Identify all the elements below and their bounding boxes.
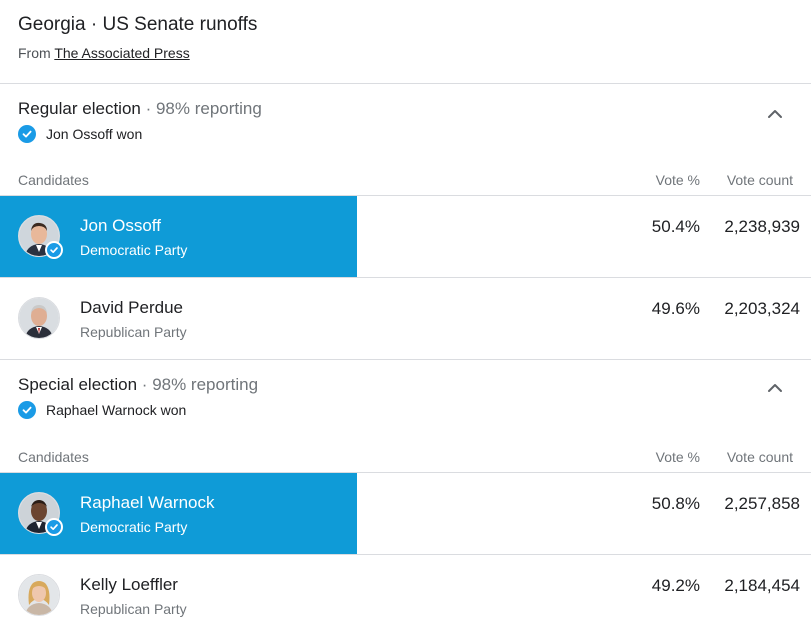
- avatar: [18, 574, 60, 616]
- candidate-name: David Perdue: [80, 298, 184, 317]
- check-circle-icon: [18, 401, 36, 419]
- source-line: From The Associated Press: [18, 44, 811, 62]
- winner-text: Raphael Warnock won: [46, 402, 187, 418]
- candidates-column-header: Candidates: [18, 449, 89, 465]
- column-headers: Candidates Vote % Vote count: [0, 156, 811, 196]
- election-title: Regular election · 98% reporting: [18, 98, 811, 120]
- candidates-column-header: Candidates: [18, 172, 89, 188]
- winner-check-icon: [45, 241, 63, 259]
- candidate-portrait-icon: [19, 216, 59, 256]
- vote-pct-column-header: Vote %: [655, 172, 700, 188]
- election-name: Special election: [18, 375, 138, 394]
- reporting-status: 98% reporting: [155, 99, 262, 118]
- title-separator: ·: [140, 99, 156, 118]
- candidate-party: Democratic Party: [80, 519, 188, 535]
- special-election-section: Special election · 98% reporting Raphael…: [0, 360, 811, 637]
- winner-line: Raphael Warnock won: [18, 401, 811, 419]
- regular-election-section: Regular election · 98% reporting Jon Oss…: [0, 84, 811, 360]
- election-title: Special election · 98% reporting: [18, 374, 811, 396]
- candidate-party: Democratic Party: [80, 242, 188, 258]
- avatar: [18, 297, 60, 339]
- candidate-portrait-icon: [19, 575, 59, 615]
- vote-percent: 50.8%: [651, 494, 700, 513]
- vote-percent: 49.2%: [651, 576, 700, 595]
- vote-count: 2,257,858: [724, 494, 800, 513]
- check-circle-icon: [18, 125, 36, 143]
- chevron-up-icon[interactable]: [765, 104, 785, 124]
- vote-count: 2,184,454: [724, 576, 800, 595]
- winner-line: Jon Ossoff won: [18, 125, 811, 143]
- candidate-row: Kelly Loeffler Republican Party 49.2% 2,…: [0, 555, 811, 637]
- election-header[interactable]: Regular election · 98% reporting Jon Oss…: [0, 84, 811, 156]
- candidate-portrait-icon: [19, 298, 59, 338]
- candidate-row: David Perdue Republican Party 49.6% 2,20…: [0, 278, 811, 360]
- avatar: [18, 492, 63, 536]
- results-header: Georgia · US Senate runoffs From The Ass…: [0, 0, 811, 84]
- title-separator: ·: [137, 375, 153, 394]
- vote-percent: 50.4%: [651, 217, 700, 236]
- winner-check-icon: [45, 518, 63, 536]
- vote-percent: 49.6%: [651, 299, 700, 318]
- candidate-row: Raphael Warnock Democratic Party 50.8% 2…: [0, 473, 811, 555]
- vote-count-column-header: Vote count: [726, 172, 793, 188]
- page-title: Georgia · US Senate runoffs: [18, 14, 258, 35]
- candidate-name: Kelly Loeffler: [80, 575, 178, 594]
- chevron-up-icon[interactable]: [765, 378, 785, 398]
- vote-pct-column-header: Vote %: [655, 449, 700, 465]
- candidate-row: Jon Ossoff Democratic Party 50.4% 2,238,…: [0, 196, 811, 278]
- winner-text: Jon Ossoff won: [46, 126, 143, 142]
- source-link[interactable]: The Associated Press: [54, 45, 190, 61]
- vote-count: 2,238,939: [724, 217, 800, 236]
- avatar: [18, 215, 63, 259]
- candidate-name: Raphael Warnock: [80, 493, 215, 512]
- vote-count: 2,203,324: [724, 299, 800, 318]
- reporting-status: 98% reporting: [152, 375, 259, 394]
- candidate-name: Jon Ossoff: [80, 216, 161, 235]
- candidate-party: Republican Party: [80, 324, 187, 340]
- election-name: Regular election: [18, 99, 141, 118]
- column-headers: Candidates Vote % Vote count: [0, 433, 811, 473]
- candidate-party: Republican Party: [80, 601, 187, 617]
- vote-count-column-header: Vote count: [726, 449, 793, 465]
- election-header[interactable]: Special election · 98% reporting Raphael…: [0, 360, 811, 433]
- source-prefix: From: [18, 45, 55, 61]
